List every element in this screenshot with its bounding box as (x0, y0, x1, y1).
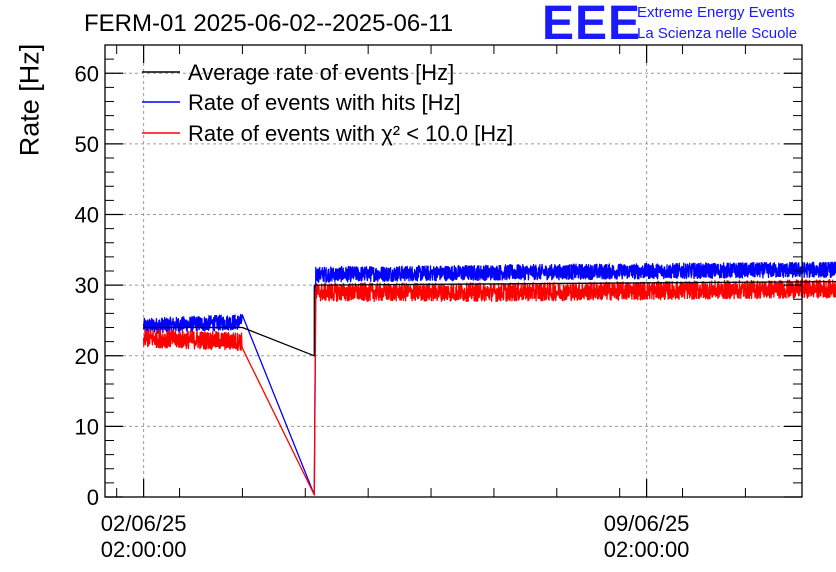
series-average (143, 280, 836, 357)
series-layer (142, 261, 836, 496)
eee-logo: EEE (542, 0, 642, 50)
y-tick-label: 20 (75, 344, 99, 369)
logo-line-2: La Scienza nelle Scuole (637, 25, 798, 42)
logo-line-1: Extreme Energy Events (637, 4, 795, 21)
y-tick-label: 30 (75, 273, 99, 298)
y-tick-label: 50 (75, 132, 99, 157)
series-hits (142, 261, 836, 496)
axis-ticks: 010203040506002/06/2502:00:0009/06/2502:… (75, 44, 802, 562)
x-tick-time: 02:00:00 (101, 537, 187, 562)
legend: Average rate of events [Hz] Rate of even… (142, 60, 513, 146)
x-tick-date: 02/06/25 (101, 511, 187, 536)
x-tick-date: 09/06/25 (604, 511, 690, 536)
legend-label-chi2: Rate of events with χ² < 10.0 [Hz] (188, 121, 513, 146)
series-chi2 (142, 278, 836, 496)
x-tick-time: 02:00:00 (604, 537, 690, 562)
legend-label-average: Average rate of events [Hz] (188, 60, 454, 85)
y-tick-label: 0 (87, 485, 99, 510)
y-tick-label: 10 (75, 414, 99, 439)
y-tick-label: 40 (75, 203, 99, 228)
chart-title: FERM-01 2025-06-02--2025-06-11 (84, 10, 454, 37)
legend-label-hits: Rate of events with hits [Hz] (188, 90, 461, 115)
y-tick-label: 60 (75, 61, 99, 86)
